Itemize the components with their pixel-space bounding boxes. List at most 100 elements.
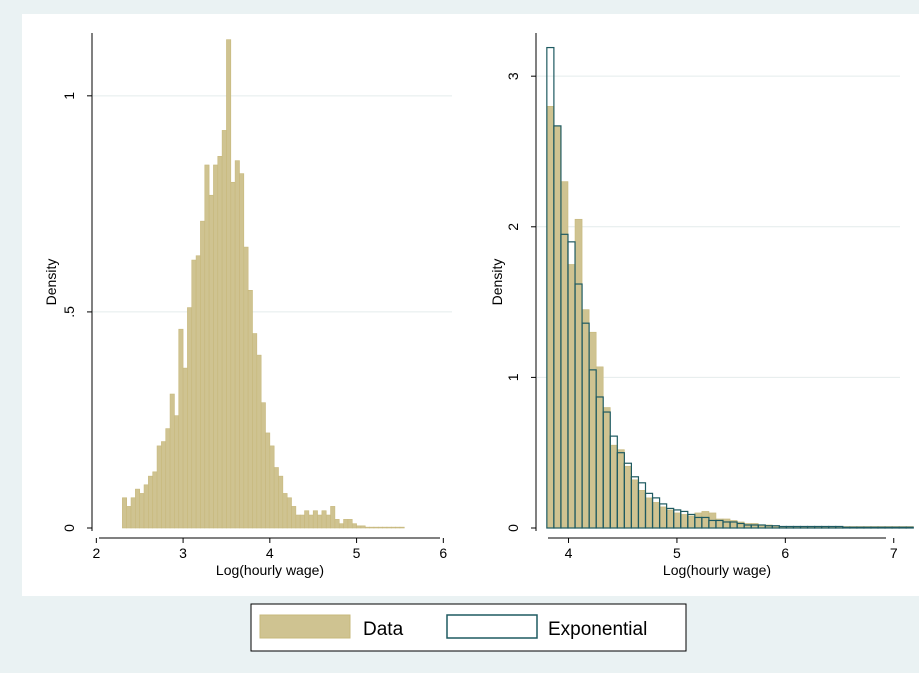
right-data-bar xyxy=(701,511,710,529)
left-data-bar xyxy=(278,475,284,529)
right-data-bar xyxy=(666,509,674,529)
right-data-bar xyxy=(638,490,646,529)
left-data-bar xyxy=(299,514,305,529)
right-x-tick-label: 5 xyxy=(673,545,681,561)
left-data-bar xyxy=(273,467,279,529)
left-data-bar xyxy=(377,526,383,529)
right-data-bar xyxy=(624,465,632,529)
left-x-tick-label: 5 xyxy=(353,545,361,561)
right-data-bar xyxy=(574,218,583,529)
left-data-bar xyxy=(317,514,323,529)
left-data-bar xyxy=(221,130,227,529)
left-data-bar xyxy=(178,328,184,529)
right-data-bar xyxy=(722,518,731,529)
left-data-bar xyxy=(213,164,219,529)
right-data-bar xyxy=(553,125,562,529)
left-data-bar xyxy=(338,523,344,529)
left-data-bar xyxy=(252,333,258,529)
left-data-bar xyxy=(152,471,158,529)
left-data-bar xyxy=(395,526,401,529)
left-data-bar xyxy=(325,514,331,529)
left-data-bar xyxy=(204,164,210,529)
left-data-bar xyxy=(343,519,349,529)
left-data-bar xyxy=(182,367,188,529)
right-data-bar xyxy=(546,106,555,529)
right-data-bar xyxy=(581,309,590,529)
left-data-bar xyxy=(291,506,297,529)
right-exponential-bar xyxy=(863,526,872,529)
left-y-ticks: 0.51 xyxy=(61,92,92,532)
left-data-bar xyxy=(308,514,314,529)
right-exponential-bar xyxy=(856,526,865,529)
left-x-tick-label: 2 xyxy=(92,545,100,561)
right-y-tick-label: 0 xyxy=(505,524,521,532)
right-exponential-bars xyxy=(546,46,914,529)
left-data-bar xyxy=(169,393,175,529)
left-data-bar xyxy=(165,428,171,529)
left-data-bar xyxy=(187,307,193,529)
left-y-tick-label: 1 xyxy=(61,92,77,100)
left-data-bar xyxy=(269,445,275,529)
left-data-bar xyxy=(243,246,249,529)
legend-swatch-data xyxy=(259,614,351,639)
right-x-tick-label: 7 xyxy=(890,545,898,561)
left-y-tick-label: 0 xyxy=(61,524,77,532)
right-y-tick-label: 2 xyxy=(505,223,521,231)
legend-label-exponential: Exponential xyxy=(548,619,647,640)
left-data-bar xyxy=(286,497,292,529)
left-data-bar xyxy=(226,39,232,529)
left-data-bar xyxy=(369,526,375,529)
right-data-bar xyxy=(609,444,618,529)
right-y-ticks: 0 1 2 3 xyxy=(505,72,536,532)
left-data-bar xyxy=(260,402,266,529)
right-data-bar xyxy=(617,449,625,529)
left-data-bar xyxy=(135,488,141,529)
legend: Data Exponential xyxy=(250,603,687,652)
right-data-bar xyxy=(567,264,576,529)
right-data-bar xyxy=(631,479,639,529)
legend-swatch-exponential xyxy=(446,614,538,639)
left-data-bar xyxy=(390,526,396,529)
left-data-bars xyxy=(122,39,405,529)
right-data-bar xyxy=(694,512,703,529)
right-exponential-bar xyxy=(870,526,879,529)
left-data-bar xyxy=(217,156,223,529)
left-data-bar xyxy=(295,514,301,529)
left-data-bar xyxy=(156,445,162,529)
left-data-bar xyxy=(334,519,340,529)
right-exponential-bar xyxy=(891,526,900,529)
right-x-tick-label: 6 xyxy=(781,545,789,561)
left-data-bar xyxy=(312,510,318,529)
right-exponential-bar xyxy=(877,526,886,529)
right-exponential-bar xyxy=(884,526,893,529)
left-data-bar xyxy=(360,525,366,529)
legend-label-data: Data xyxy=(363,619,404,640)
right-y-axis-label: Density xyxy=(489,259,505,306)
left-data-bar xyxy=(139,493,145,529)
right-y-tick-label: 1 xyxy=(505,373,521,381)
left-data-bar xyxy=(364,526,370,529)
left-data-bar xyxy=(234,160,240,529)
left-data-bar xyxy=(351,523,357,529)
left-data-bar xyxy=(347,519,353,529)
left-data-bar xyxy=(321,510,327,529)
right-x-tick-label: 4 xyxy=(565,545,573,561)
left-data-bar xyxy=(161,441,167,529)
right-data-bar xyxy=(687,515,696,529)
left-data-bar xyxy=(330,506,336,529)
left-data-bar xyxy=(208,194,214,529)
right-data-bar xyxy=(736,521,745,529)
left-data-bar xyxy=(399,526,405,529)
left-x-axis-label: Log(hourly wage) xyxy=(216,562,324,578)
left-data-bar xyxy=(382,526,388,529)
left-data-bar xyxy=(148,475,154,529)
right-data-bar xyxy=(659,506,667,529)
left-data-bar xyxy=(282,493,288,529)
left-x-ticks: 2 3 4 5 6 xyxy=(92,538,447,561)
right-data-bar xyxy=(595,366,604,529)
left-data-bar xyxy=(373,526,379,529)
right-exponential-bar xyxy=(849,526,858,529)
left-data-bar xyxy=(174,415,180,529)
left-data-bar xyxy=(265,432,271,529)
